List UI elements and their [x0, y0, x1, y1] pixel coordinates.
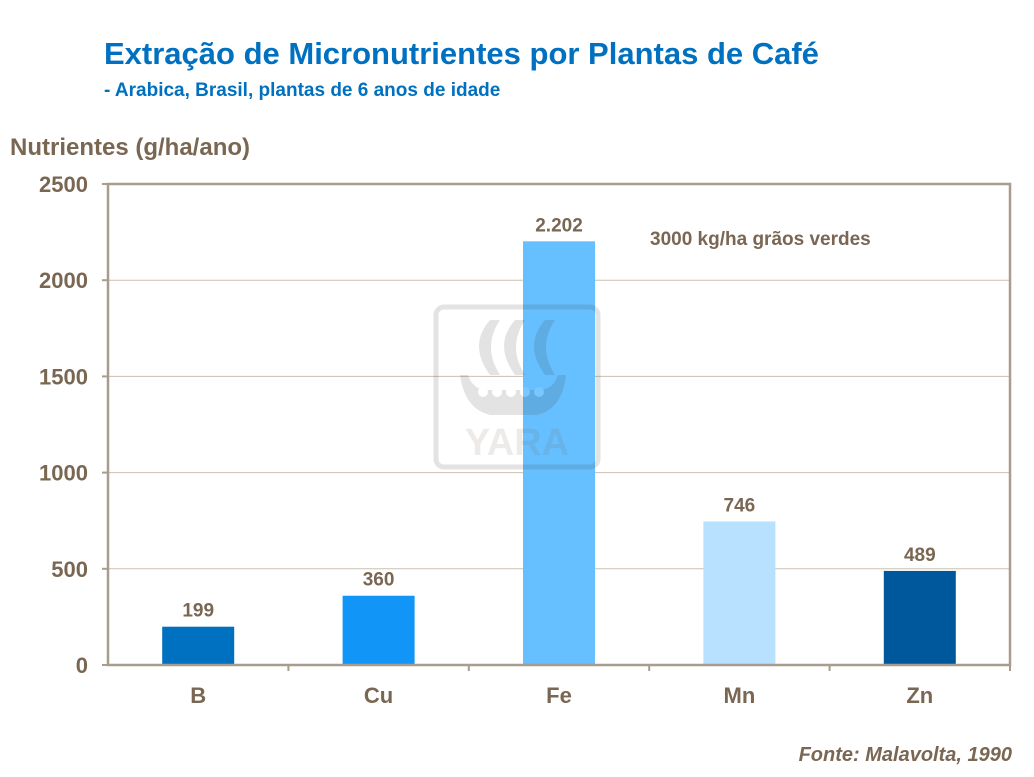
data-label: 360: [363, 570, 395, 591]
bar-cu: [342, 595, 415, 665]
svg-text:YARA: YARA: [465, 422, 569, 464]
y-tick-label: 500: [51, 557, 88, 582]
data-label: 199: [182, 601, 214, 622]
chart-subtitle: - Arabica, Brasil, plantas de 6 anos de …: [104, 80, 501, 101]
bar-mn: [703, 521, 776, 665]
x-tick-label: Cu: [364, 683, 393, 708]
annotation: 3000 kg/ha grãos verdes: [650, 229, 871, 250]
source-note: Fonte: Malavolta, 1990: [798, 744, 1012, 766]
x-tick-label: Fe: [546, 683, 572, 708]
bar-zn: [883, 570, 956, 665]
y-tick-label: 1000: [39, 461, 88, 486]
data-label: 746: [724, 495, 756, 516]
y-axis-label: Nutrientes (g/ha/ano): [10, 134, 251, 161]
x-tick-label: B: [190, 683, 206, 708]
bar-fe: [523, 241, 595, 665]
plot-area-border: [106, 182, 1012, 667]
y-tick-label: 2500: [39, 172, 88, 197]
yara-watermark-logo: YARA: [433, 304, 601, 470]
data-label: 489: [904, 545, 936, 566]
x-tick-label: Mn: [724, 683, 756, 708]
x-tick-label: Zn: [906, 683, 933, 708]
data-label: 2.202: [535, 215, 583, 236]
y-tick-label: 0: [76, 653, 88, 678]
chart-title: Extração de Micronutrientes por Plantas …: [104, 36, 819, 71]
y-tick-label: 2000: [39, 268, 88, 293]
bar-b: [162, 626, 235, 665]
y-tick-label: 1500: [39, 364, 88, 389]
